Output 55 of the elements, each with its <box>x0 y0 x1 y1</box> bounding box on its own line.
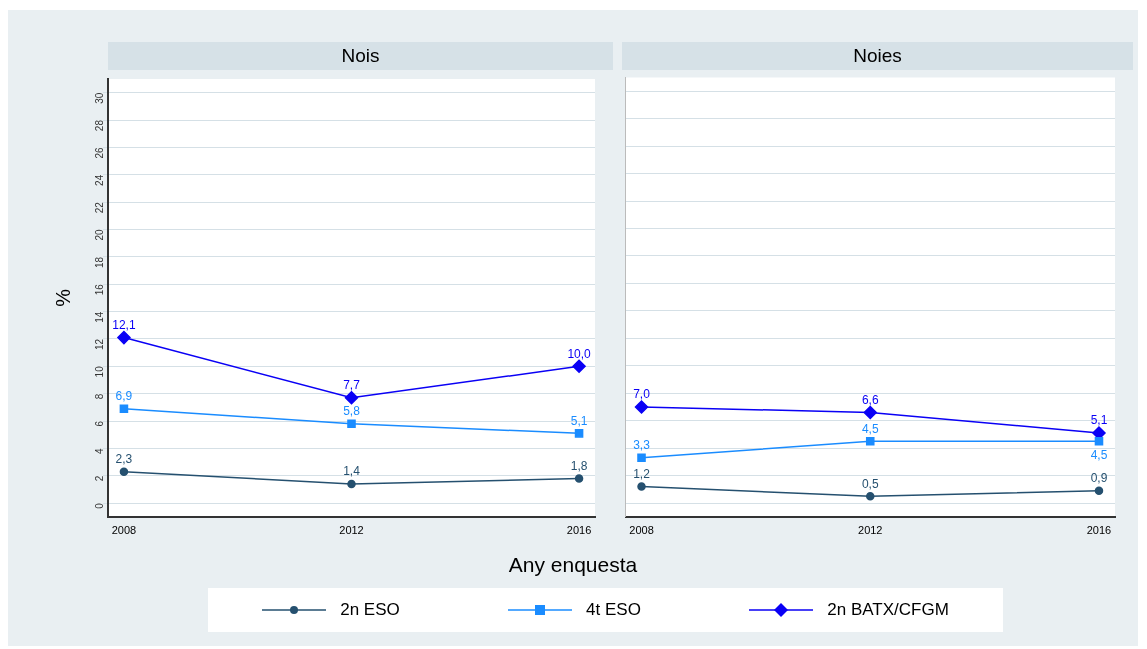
y-tick-label: 20 <box>93 229 105 241</box>
y-tick-label: 0 <box>93 502 105 509</box>
y-tick-label: 26 <box>93 146 105 159</box>
y-tick-label: 10 <box>93 365 105 378</box>
point <box>634 400 649 414</box>
data-label: 7,7 <box>343 378 361 393</box>
y-tick-label: 12 <box>93 338 105 351</box>
data-label: 4,5 <box>1090 447 1108 462</box>
y-tick-label: 28 <box>93 119 105 132</box>
data-label: 4,5 <box>861 421 879 436</box>
y-tick-label: 18 <box>93 256 105 268</box>
data-label: 0,9 <box>1090 471 1108 486</box>
data-label: 5,1 <box>570 413 588 428</box>
data-label: 5,8 <box>343 404 361 419</box>
data-label: 1,2 <box>633 466 651 481</box>
x-tick-label: 2012 <box>339 524 364 537</box>
point <box>1094 437 1104 446</box>
data-label: 7,0 <box>633 387 651 402</box>
y-tick-label: 14 <box>93 311 105 323</box>
y-tick-label: 16 <box>93 283 105 296</box>
legend-label: 2n BATX/CFGM <box>827 600 949 620</box>
point <box>865 437 875 446</box>
y-tick-label: 4 <box>93 447 105 454</box>
x-tick-label: 2008 <box>629 524 654 537</box>
x-tick-label: 2008 <box>111 524 137 537</box>
x-tick-label: 2016 <box>1086 524 1112 537</box>
y-tick-label: 8 <box>93 393 105 400</box>
legend-label: 2n ESO <box>340 600 400 620</box>
data-label: 5,1 <box>1090 413 1108 428</box>
chart-title: Nois <box>108 42 613 70</box>
data-label: 1,8 <box>570 458 588 473</box>
data-label: 2,3 <box>115 451 133 466</box>
y-tick-label: 6 <box>93 420 105 427</box>
x-tick-label: 2016 <box>566 524 592 537</box>
y-axis-title: % <box>51 288 74 307</box>
data-label: 1,4 <box>343 464 361 479</box>
point <box>637 453 646 463</box>
data-label: 3,3 <box>633 438 651 453</box>
y-tick-label: 30 <box>93 92 105 104</box>
legend-label: 4t ESO <box>586 600 641 620</box>
data-label: 6,6 <box>861 392 879 407</box>
data-label: 10,0 <box>567 346 592 361</box>
y-tick-label: 24 <box>93 174 105 186</box>
point <box>637 482 646 491</box>
data-label: 6,9 <box>115 389 133 404</box>
x-tick-label: 2012 <box>858 524 883 537</box>
point <box>866 491 875 501</box>
data-label: 0,5 <box>861 476 879 491</box>
x-axis-title: Any enquesta <box>507 553 639 577</box>
y-tick-label: 2 <box>93 475 105 482</box>
chart-title: Noies <box>622 42 1133 70</box>
point <box>1094 486 1104 495</box>
data-label: 12,1 <box>112 317 136 332</box>
point <box>863 405 877 420</box>
y-tick-label: 22 <box>93 201 105 214</box>
